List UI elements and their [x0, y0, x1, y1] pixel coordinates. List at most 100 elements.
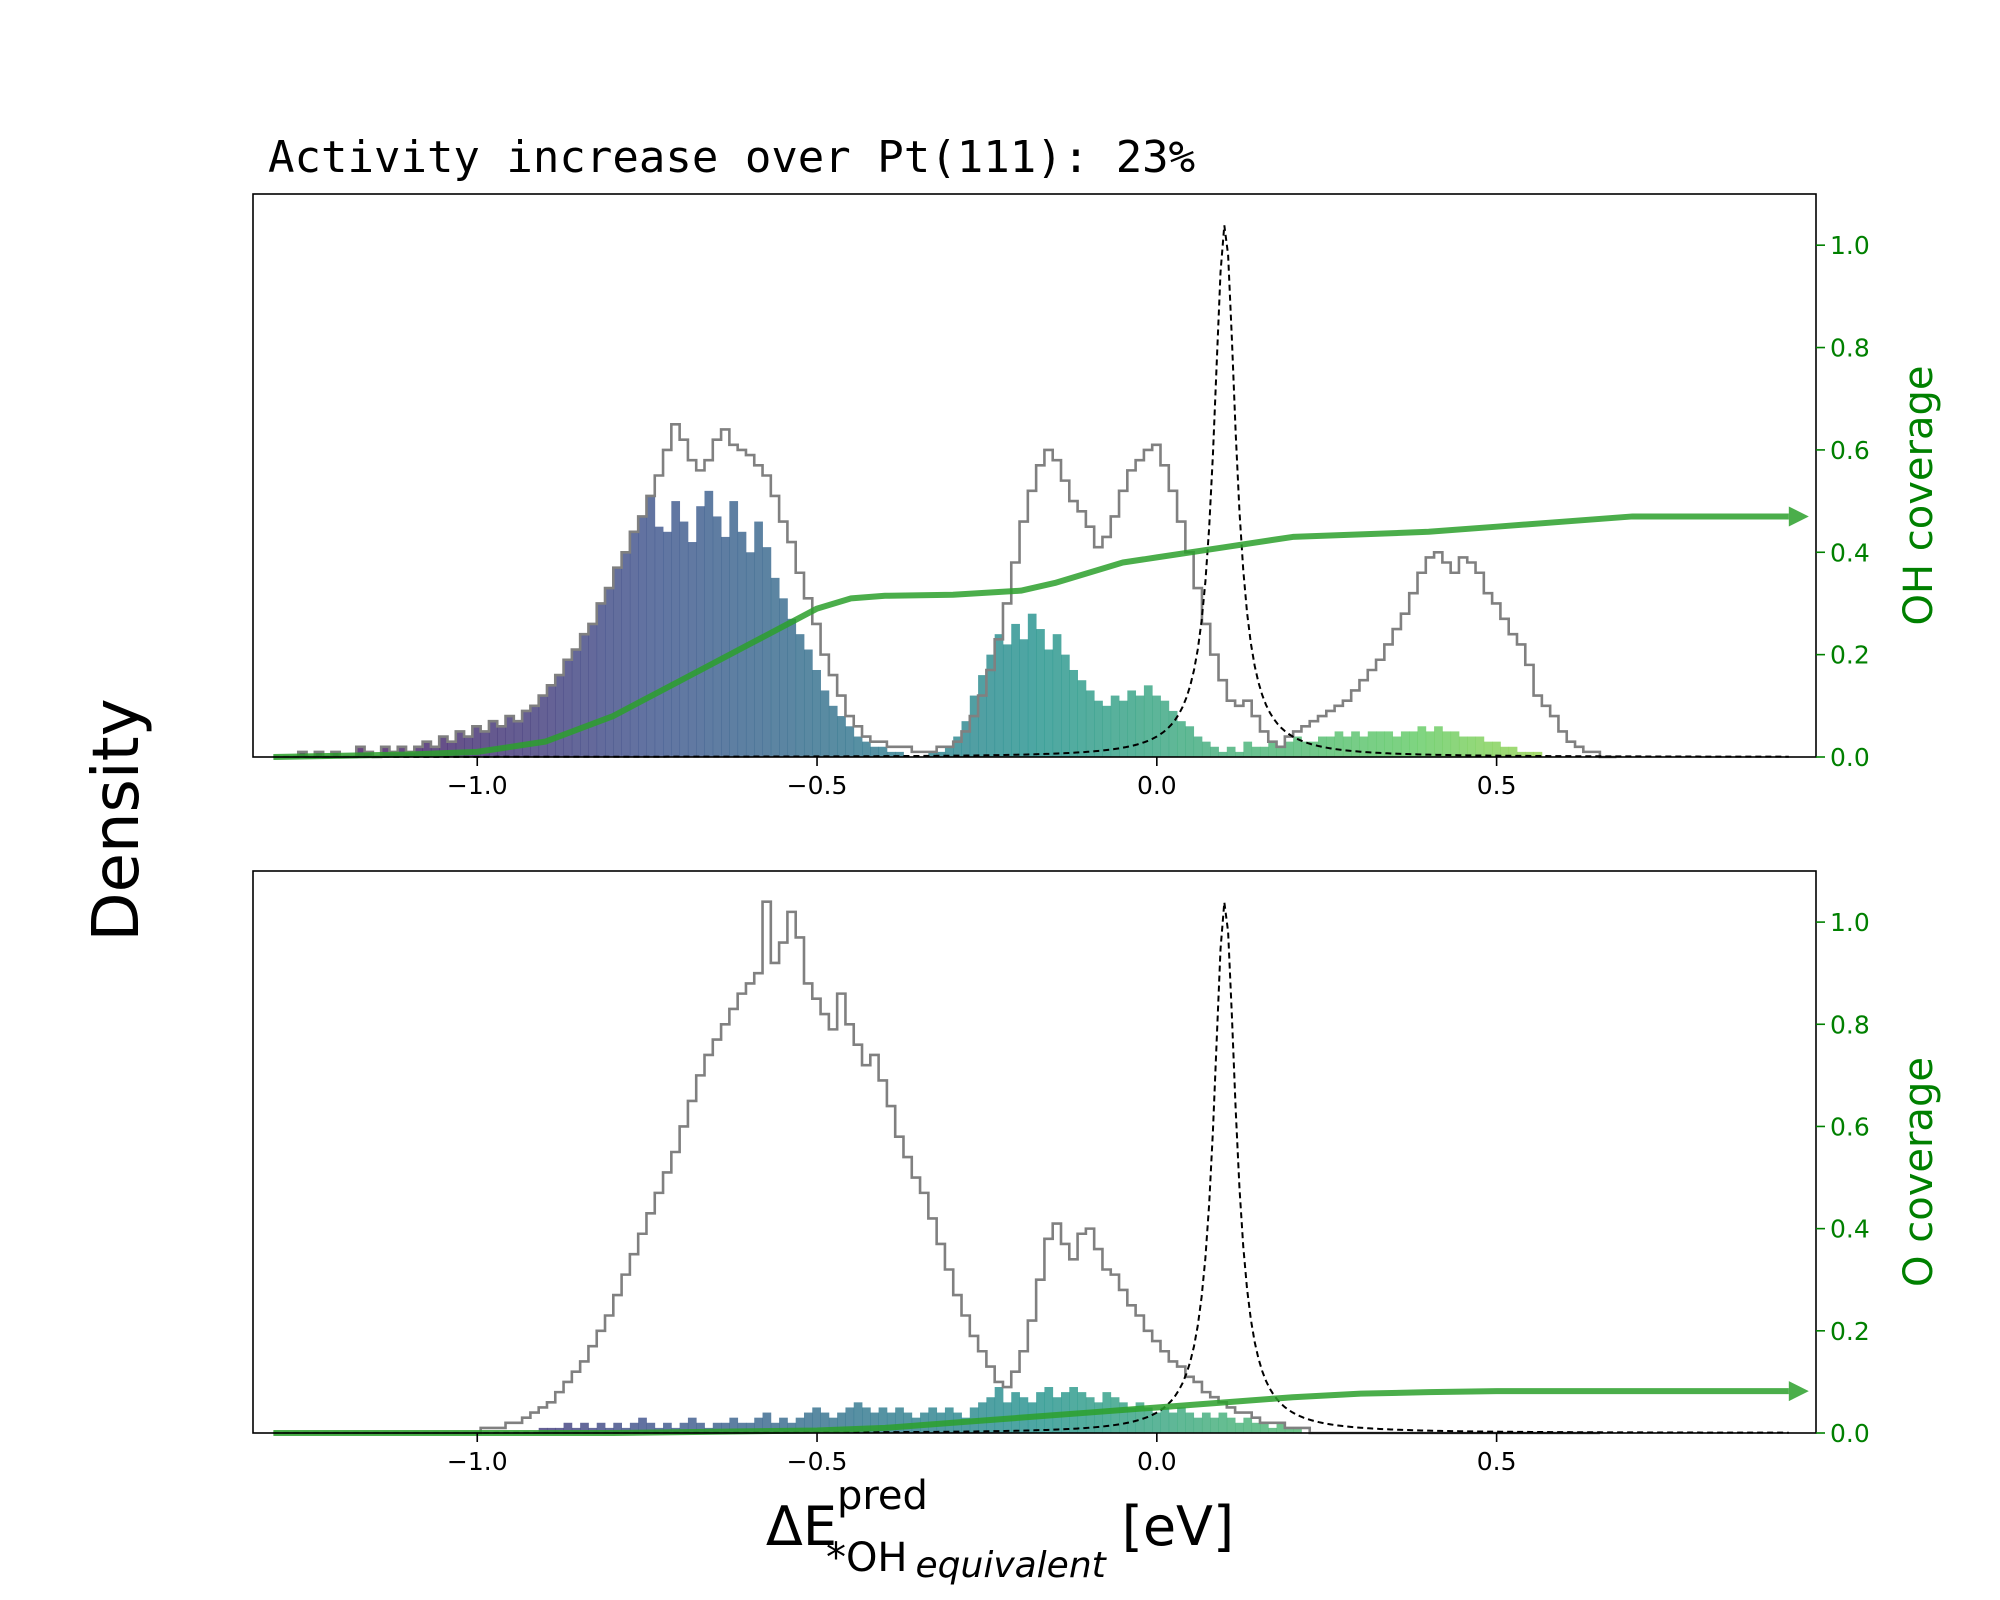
- hist-bar: [878, 1407, 888, 1433]
- hist-bar: [1226, 1417, 1236, 1433]
- hist-bar: [1044, 649, 1054, 757]
- hist-bar: [944, 746, 954, 757]
- hist-bar: [737, 1422, 747, 1433]
- hist-bar: [828, 705, 838, 757]
- coverage-tick-label: 0.0: [1830, 1419, 1870, 1448]
- hist-bar: [1160, 1407, 1170, 1433]
- hist-bar: [853, 736, 863, 757]
- hist-bar: [1235, 751, 1244, 757]
- x-label-unit: [eV]: [1122, 1495, 1234, 1558]
- hist-bar: [638, 516, 647, 757]
- hist-bar: [969, 695, 979, 757]
- axes-frame: [252, 870, 1817, 1434]
- hist-bar: [1251, 1422, 1261, 1433]
- hist-bar: [770, 1422, 780, 1433]
- hist-bar: [994, 634, 1004, 757]
- hist-bar: [1102, 705, 1112, 757]
- hist-bar: [1326, 736, 1335, 757]
- hist-bar: [953, 736, 962, 757]
- coverage-tick-label: 0.2: [1830, 641, 1870, 670]
- hist-bar: [1094, 700, 1103, 757]
- hist-bar: [1334, 731, 1344, 757]
- hist-bar: [704, 490, 714, 757]
- hist-bar: [803, 649, 813, 757]
- hist-bar: [439, 736, 448, 757]
- hist-bar: [1185, 1412, 1195, 1433]
- hist-bar: [1135, 695, 1145, 757]
- coverage-arrowhead: [1788, 506, 1809, 527]
- hist-bar: [580, 1422, 589, 1433]
- axes-frame: [252, 193, 1817, 758]
- hist-bar: [1226, 746, 1236, 757]
- hist-bar: [447, 741, 457, 757]
- hist-bar: [853, 1402, 863, 1433]
- hist-bar: [513, 721, 523, 757]
- hist-bar: [472, 726, 482, 757]
- hist-bar: [1177, 1407, 1186, 1433]
- x-tick-label: −1.0: [447, 1447, 508, 1476]
- hist-bar: [654, 526, 664, 757]
- hist-bar: [381, 746, 390, 757]
- hist-bar: [886, 751, 896, 757]
- hist-bar: [729, 501, 739, 757]
- hist-bar: [538, 695, 548, 757]
- hist-bar: [1259, 746, 1269, 757]
- x-tick-label: 0.0: [1137, 771, 1177, 800]
- hist-bar: [986, 654, 996, 757]
- coverage-axis-label: O coverage: [1896, 1057, 1942, 1287]
- hist-bar: [1359, 736, 1369, 757]
- hist-bar: [646, 495, 656, 757]
- coverage-tick-label: 0.6: [1830, 436, 1870, 465]
- hist-bar: [1276, 746, 1286, 757]
- hist-bar: [1143, 685, 1153, 757]
- hist-bar: [837, 1412, 846, 1433]
- x-label-main: ΔE: [766, 1495, 837, 1558]
- hist-bar: [986, 1397, 996, 1433]
- hist-bar: [1061, 654, 1070, 757]
- hist-bar: [812, 1407, 821, 1433]
- x-tick-label: 0.0: [1137, 1447, 1177, 1476]
- outline-histogram: [273, 423, 1617, 759]
- hist-bar: [928, 1407, 938, 1433]
- hist-bar: [1367, 731, 1377, 757]
- hist-bar: [820, 1412, 830, 1433]
- hist-bar: [605, 588, 614, 757]
- hist-bar: [1351, 731, 1360, 757]
- coverage-tick-label: 1.0: [1830, 908, 1870, 937]
- hist-bar: [936, 751, 946, 757]
- hist-bar: [845, 1407, 855, 1433]
- outline-histogram: [273, 900, 1600, 1435]
- hist-bar: [1392, 736, 1402, 757]
- hist-bar: [1417, 726, 1427, 757]
- hist-bar: [1508, 746, 1518, 757]
- hist-bar: [754, 1417, 763, 1433]
- hist-bar: [828, 1417, 838, 1433]
- hist-bar: [1483, 741, 1493, 757]
- hist-bar: [994, 1387, 1004, 1433]
- coverage-tick-label: 0.2: [1830, 1317, 1870, 1346]
- hist-bar: [488, 721, 498, 757]
- hist-bar: [721, 536, 730, 757]
- colored-histogram: [298, 490, 1543, 757]
- hist-bar: [820, 690, 830, 757]
- hist-bar: [1085, 690, 1095, 757]
- hist-bar: [886, 1412, 896, 1433]
- hist-bar: [1458, 736, 1468, 757]
- hist-bar: [1259, 1422, 1269, 1433]
- x-label-sub: *OH: [826, 1535, 908, 1581]
- hist-bar: [638, 1417, 647, 1433]
- coverage-line: [273, 1388, 1789, 1436]
- hist-bar: [588, 623, 598, 757]
- x-tick-label: −0.5: [787, 771, 848, 800]
- hist-bar: [1293, 736, 1302, 757]
- hist-bar: [1409, 731, 1418, 757]
- hist-bar: [1152, 695, 1161, 757]
- coverage-axis-label: OH coverage: [1896, 366, 1942, 626]
- hist-bar: [1301, 741, 1311, 757]
- hist-bar: [1127, 690, 1137, 757]
- hist-bar: [1284, 741, 1294, 757]
- hist-bar: [1036, 629, 1045, 757]
- x-label-subsub: equivalent: [916, 1545, 1108, 1586]
- hist-bar: [497, 726, 506, 757]
- hist-bar: [629, 531, 639, 757]
